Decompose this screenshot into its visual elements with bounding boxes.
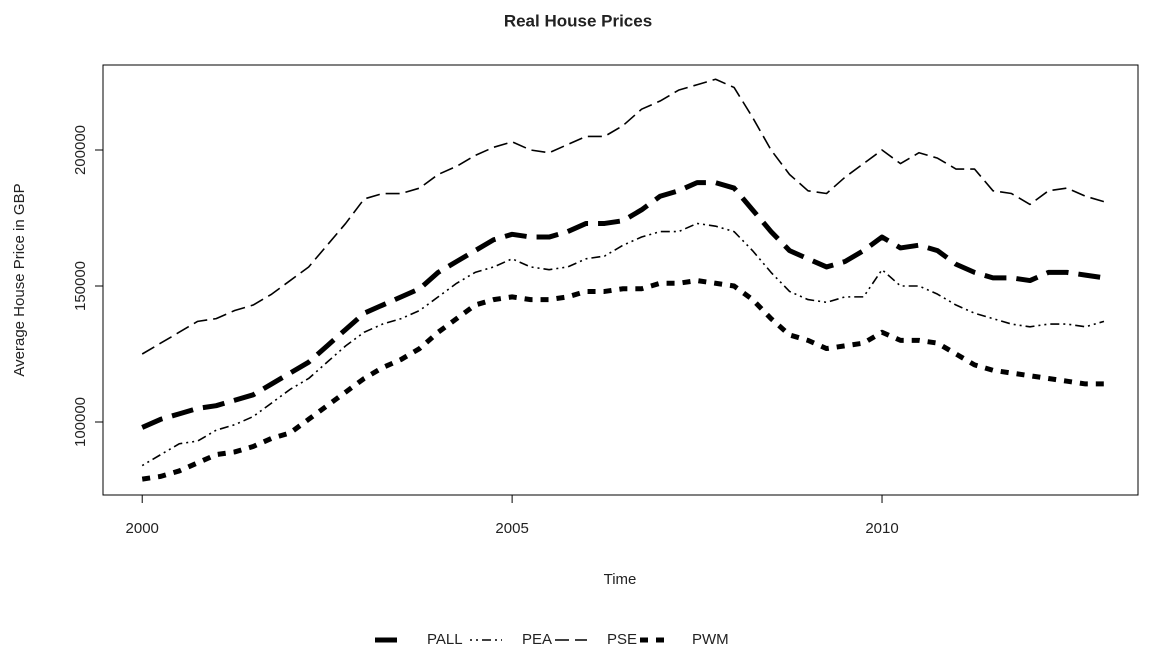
y-tick-label: 100000 <box>72 397 89 447</box>
chart-title: Real House Prices <box>504 11 652 30</box>
series-line <box>141 78 1105 355</box>
legend-label: PWM <box>692 631 729 648</box>
y-axis-label: Average House Price in GBP <box>11 183 28 376</box>
series-line <box>141 222 1105 467</box>
x-axis-label: Time <box>604 571 637 588</box>
y-tick-label: 150000 <box>72 261 89 311</box>
x-tick-label: 2005 <box>495 520 528 537</box>
series-line <box>141 180 1105 430</box>
x-tick-label: 2000 <box>126 520 159 537</box>
y-tick-label: 200000 <box>72 125 89 175</box>
legend-label: PSE <box>607 631 637 648</box>
legend-label: PEA <box>522 631 552 648</box>
series-line <box>141 278 1104 482</box>
x-tick-label: 2010 <box>865 520 898 537</box>
legend-label: PALL <box>427 631 463 648</box>
plot-frame <box>102 64 1139 496</box>
